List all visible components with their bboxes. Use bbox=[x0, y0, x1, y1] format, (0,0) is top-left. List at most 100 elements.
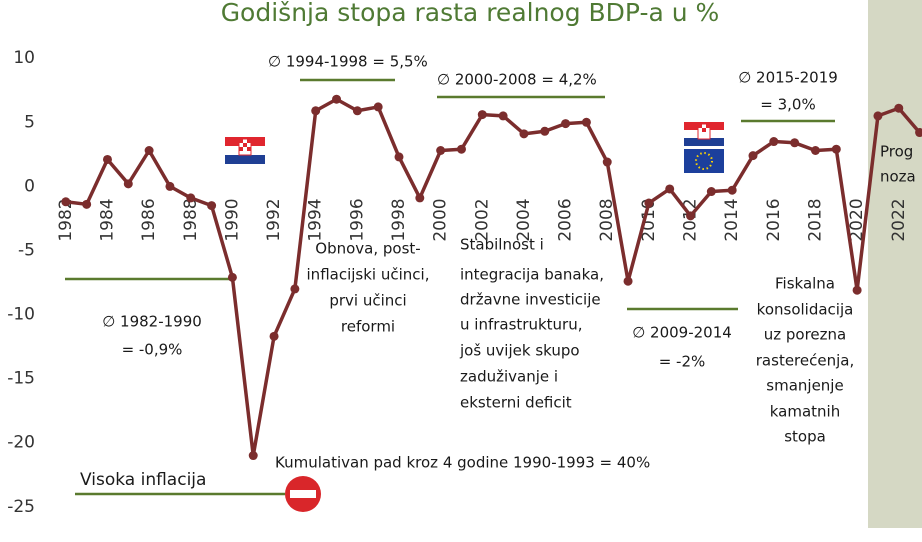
annotation: eksterni deficit bbox=[460, 394, 572, 412]
data-point bbox=[665, 184, 675, 194]
annotation: integracija banaka, bbox=[460, 266, 604, 284]
data-point bbox=[456, 144, 466, 154]
annotation: ∅ 1994-1998 = 5,5% bbox=[268, 53, 428, 71]
data-point bbox=[686, 211, 696, 221]
data-point bbox=[894, 103, 904, 113]
x-tick-label: 2016 bbox=[764, 198, 784, 241]
x-tick-label: 2022 bbox=[889, 198, 909, 241]
data-point bbox=[394, 152, 404, 162]
data-point bbox=[269, 331, 279, 341]
x-tick-label: 1986 bbox=[139, 198, 159, 241]
annotation: Fiskalna bbox=[775, 275, 835, 293]
y-tick-label: -10 bbox=[7, 305, 35, 325]
data-point bbox=[644, 198, 654, 208]
data-point bbox=[352, 106, 362, 116]
annotation: ∅ 2015-2019 bbox=[738, 69, 838, 87]
x-tick-label: 2014 bbox=[722, 198, 742, 241]
x-tick-label: 2000 bbox=[431, 198, 451, 241]
x-tick-label: 1994 bbox=[306, 198, 326, 241]
data-point bbox=[415, 193, 425, 203]
annotation: državne investicije bbox=[460, 291, 601, 309]
y-tick-label: -20 bbox=[7, 433, 35, 453]
data-point bbox=[373, 102, 383, 112]
data-point bbox=[123, 179, 133, 189]
eu-flag bbox=[684, 149, 724, 173]
no-entry-icon bbox=[285, 476, 321, 512]
y-tick-label: 5 bbox=[24, 112, 35, 132]
x-tick-label: 2006 bbox=[556, 198, 576, 241]
annotation: = -2% bbox=[659, 353, 706, 371]
y-tick-label: 0 bbox=[24, 176, 35, 196]
annotation: uz porezna bbox=[764, 326, 847, 344]
x-tick-label: 2020 bbox=[847, 198, 867, 241]
annotation: rasterećenja, bbox=[756, 352, 854, 370]
x-tick-label: 2008 bbox=[597, 198, 617, 241]
x-tick-label: 2002 bbox=[472, 198, 492, 241]
data-point bbox=[207, 201, 217, 211]
x-tick-label: 1988 bbox=[181, 198, 201, 241]
annotation: još uvijek skupo bbox=[459, 342, 580, 360]
data-point bbox=[82, 199, 92, 209]
data-point bbox=[498, 111, 508, 121]
data-point bbox=[748, 151, 758, 161]
annotation: ∅ 2000-2008 = 4,2% bbox=[437, 71, 597, 89]
annotation: reformi bbox=[341, 318, 395, 336]
annotation: ∅ 1982-1990 bbox=[102, 313, 202, 331]
annotation: stopa bbox=[784, 428, 826, 446]
annotation: konsolidacija bbox=[757, 301, 854, 319]
data-point bbox=[540, 126, 550, 136]
x-tick-label: 1996 bbox=[347, 198, 367, 241]
data-point bbox=[706, 187, 716, 197]
data-point bbox=[831, 144, 841, 154]
annotation: Stabilnost i bbox=[460, 236, 544, 254]
data-point bbox=[165, 181, 175, 191]
data-point bbox=[477, 110, 487, 120]
annotation: = 3,0% bbox=[760, 96, 815, 114]
data-point bbox=[810, 145, 820, 155]
annotation: inflacijski učinci, bbox=[307, 266, 430, 284]
data-point bbox=[102, 154, 112, 164]
x-tick-label: 1982 bbox=[56, 198, 76, 241]
chart-title: Godišnja stopa rasta realnog BDP-a u % bbox=[221, 0, 720, 27]
annotation: Prog bbox=[880, 143, 913, 161]
data-point bbox=[311, 106, 321, 116]
data-point bbox=[852, 285, 862, 295]
data-point bbox=[227, 272, 237, 282]
data-point bbox=[769, 137, 779, 147]
data-point bbox=[873, 111, 883, 121]
x-tick-label: 1990 bbox=[222, 198, 242, 241]
data-point bbox=[332, 94, 342, 104]
data-point bbox=[602, 157, 612, 167]
data-point bbox=[561, 119, 571, 129]
annotation: Visoka inflacija bbox=[80, 470, 206, 490]
x-tick-label: 1998 bbox=[389, 198, 409, 241]
annotation: = -0,9% bbox=[122, 341, 183, 359]
data-point bbox=[727, 185, 737, 195]
data-point bbox=[144, 145, 154, 155]
x-tick-label: 2004 bbox=[514, 198, 534, 241]
y-tick-label: -15 bbox=[7, 369, 35, 389]
forecast-region bbox=[868, 0, 922, 528]
x-tick-label: 1992 bbox=[264, 198, 284, 241]
y-tick-label: -5 bbox=[18, 240, 35, 260]
y-tick-label: -25 bbox=[7, 497, 35, 517]
data-point bbox=[290, 284, 300, 294]
croatian-flag bbox=[225, 137, 265, 164]
data-point bbox=[790, 138, 800, 148]
annotation: kamatnih bbox=[770, 403, 840, 421]
data-point bbox=[186, 193, 196, 203]
x-tick-label: 1984 bbox=[97, 198, 117, 241]
y-tick-label: 10 bbox=[13, 48, 35, 68]
x-tick-label: 2018 bbox=[805, 198, 825, 241]
data-point bbox=[581, 117, 591, 127]
annotation: Obnova, post- bbox=[315, 240, 420, 258]
annotation: ∅ 2009-2014 bbox=[632, 324, 732, 342]
data-point bbox=[519, 129, 529, 139]
annotation: noza bbox=[880, 168, 916, 186]
x-tick-label: 2010 bbox=[639, 198, 659, 241]
croatian-flag bbox=[684, 122, 724, 146]
annotation: zaduživanje i bbox=[460, 368, 558, 386]
data-point bbox=[61, 197, 71, 207]
data-point bbox=[623, 276, 633, 286]
